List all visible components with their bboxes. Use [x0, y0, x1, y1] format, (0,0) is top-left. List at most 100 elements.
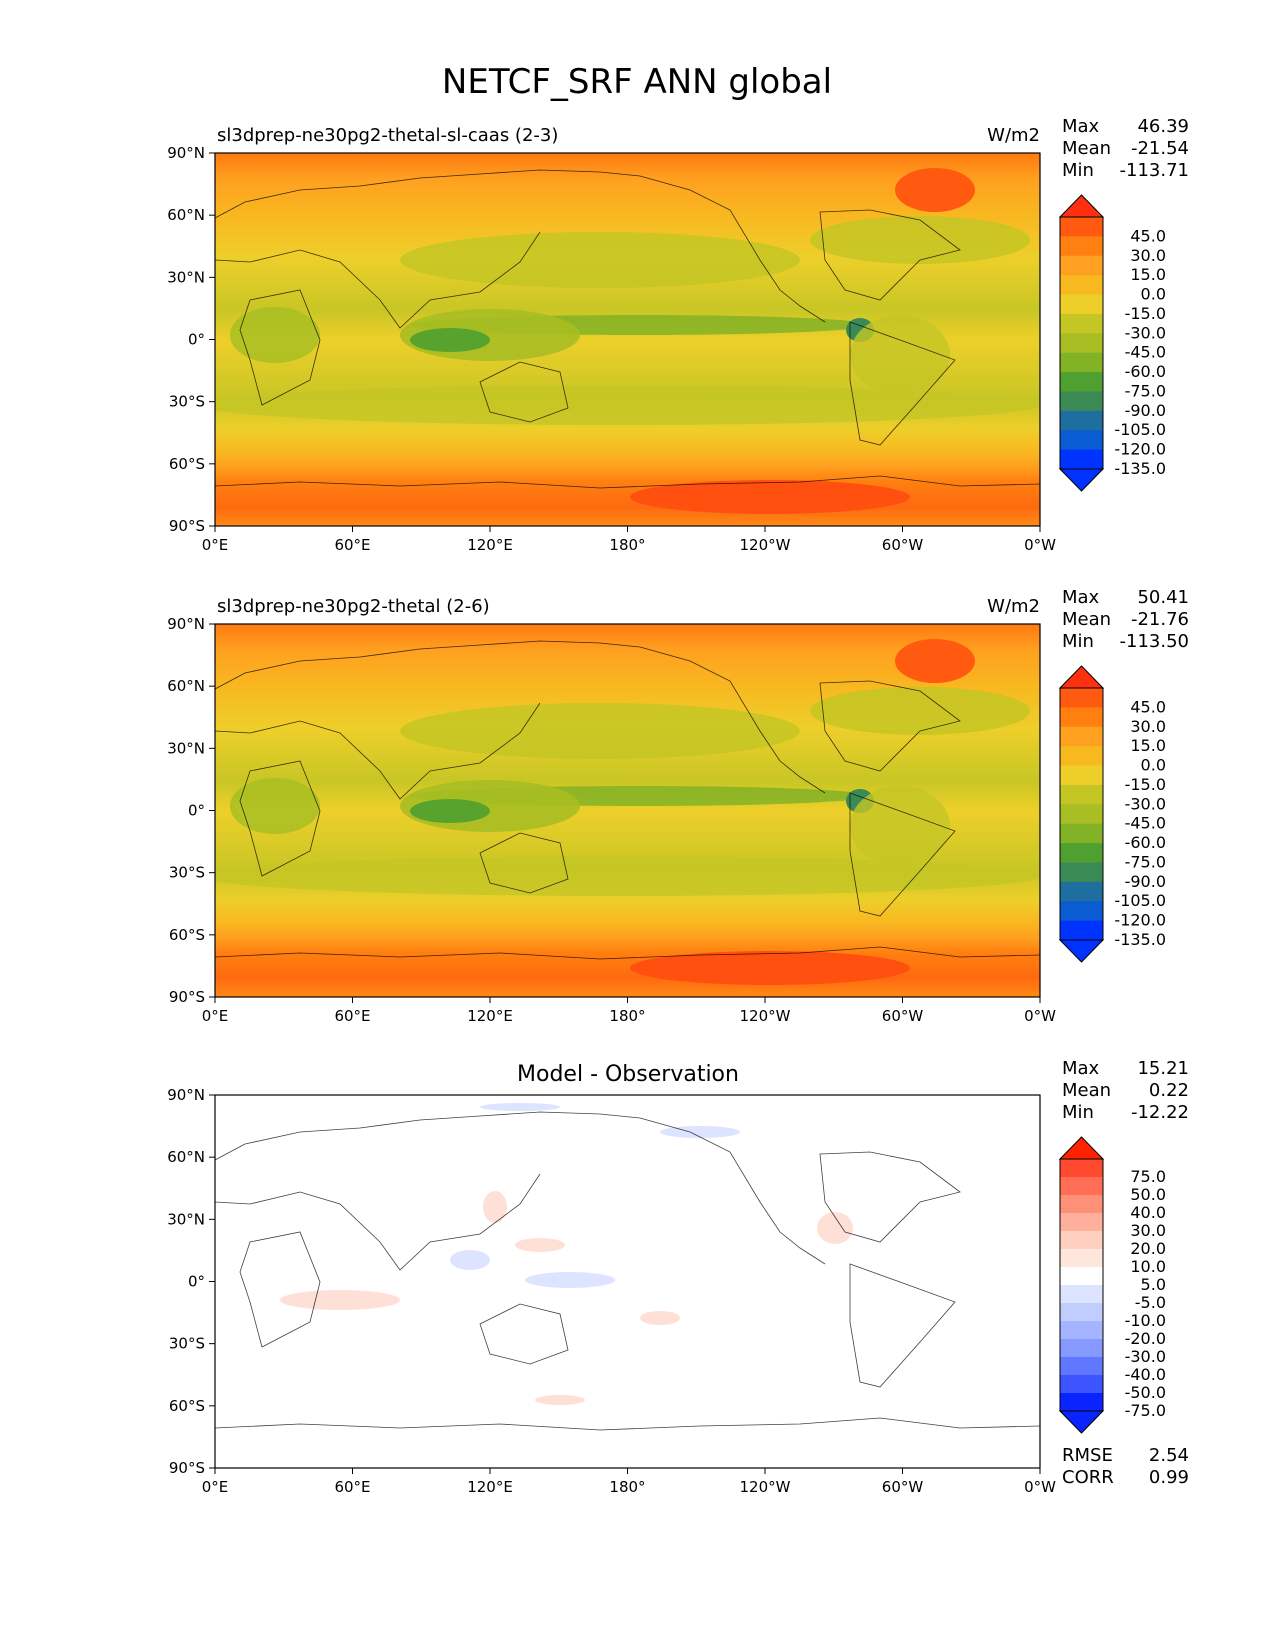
colorbar-label: -75.0 — [1125, 1401, 1166, 1420]
colorbar-label: -135.0 — [1114, 930, 1166, 949]
stat-label: Mean — [1062, 138, 1111, 159]
colorbar-label: -45.0 — [1125, 343, 1166, 362]
panel-3-blob-5 — [535, 1395, 585, 1405]
colorbar-label: -90.0 — [1125, 872, 1166, 891]
colorbar-segment — [1060, 1375, 1103, 1394]
panel-2-africa — [230, 778, 320, 834]
stat-label: CORR — [1062, 1467, 1114, 1488]
panel-1-x-ticks: 0°E 60°E 120°E 180° 120°W 60°W 0°W — [202, 526, 1056, 554]
panel-3-map — [215, 1095, 1040, 1468]
colorbar-label: 10.0 — [1130, 1257, 1166, 1276]
x-tick-label: 120°E — [467, 1478, 513, 1496]
stat-value: -21.54 — [1131, 138, 1189, 159]
stat-value: -113.50 — [1120, 631, 1189, 652]
stat-value: 46.39 — [1137, 116, 1189, 137]
panel-2-colorbar: 45.030.015.00.0-15.0-30.0-45.0-60.0-75.0… — [1058, 665, 1166, 963]
x-tick-label: 60°W — [882, 1007, 924, 1025]
y-tick-label: 90°N — [167, 1086, 205, 1104]
panel-1-npac-band — [400, 232, 800, 288]
colorbar-label: 45.0 — [1130, 226, 1166, 245]
panel-1-subtitle: sl3dprep-ne30pg2-thetal-sl-caas (2-3) — [217, 125, 558, 146]
panel-1: sl3dprep-ne30pg2-thetal-sl-caas (2-3) W/… — [167, 116, 1189, 554]
y-tick-label: 30°N — [167, 268, 205, 286]
colorbar-segment — [1060, 862, 1103, 883]
y-tick-label: 90°N — [167, 615, 205, 633]
panel-3-blob-10 — [483, 1191, 507, 1223]
colorbar-segment — [1060, 1303, 1103, 1322]
colorbar-segment — [1060, 391, 1103, 412]
colorbar-segment — [1060, 372, 1103, 392]
colorbar-segment — [1060, 333, 1103, 354]
colorbar-label: -60.0 — [1125, 362, 1166, 381]
colorbar-label: 15.0 — [1130, 736, 1166, 755]
colorbar-label: 30.0 — [1130, 246, 1166, 265]
x-tick-label: 0°E — [202, 1478, 229, 1496]
colorbar-segment — [1060, 294, 1103, 315]
colorbar-label: 5.0 — [1141, 1275, 1166, 1294]
colorbar-segment — [1060, 1195, 1103, 1214]
colorbar-label: 50.0 — [1130, 1185, 1166, 1204]
colorbar-extend-min — [1058, 939, 1105, 963]
x-tick-label: 180° — [609, 536, 645, 554]
colorbar-segment — [1060, 255, 1103, 276]
colorbar-segment — [1060, 746, 1103, 767]
colorbar-label: 30.0 — [1130, 717, 1166, 736]
stat-label: Mean — [1062, 1080, 1111, 1101]
colorbar-label: -105.0 — [1114, 420, 1166, 439]
panel-1-natl-band — [810, 216, 1030, 264]
colorbar-segment — [1060, 726, 1103, 747]
y-tick-label: 90°S — [169, 1459, 205, 1477]
colorbar-segment — [1060, 1177, 1103, 1196]
x-tick-label: 60°E — [334, 536, 370, 554]
colorbar-segment — [1060, 765, 1103, 786]
panel-1-map — [215, 153, 1040, 526]
panel-2-sh-band — [215, 856, 1040, 896]
panel-1-africa — [230, 307, 320, 363]
panel-2-stats: Max 50.41 Mean -21.76 Min -113.50 — [1062, 587, 1189, 652]
colorbar-label: 15.0 — [1130, 265, 1166, 284]
panel-2-samerica — [850, 786, 950, 866]
colorbar-label: -45.0 — [1125, 814, 1166, 833]
stat-label: Max — [1062, 116, 1100, 137]
x-tick-label: 120°W — [740, 536, 791, 554]
panel-2: sl3dprep-ne30pg2-thetal (2-6) W/m2 0°E 60… — [167, 587, 1189, 1025]
colorbar-segment — [1060, 1267, 1103, 1286]
colorbar-frame — [1059, 216, 1104, 470]
stat-value: 0.99 — [1149, 1467, 1189, 1488]
panel-1-greenland — [895, 168, 975, 212]
x-tick-label: 120°W — [740, 1007, 791, 1025]
colorbar-segment — [1060, 217, 1103, 237]
colorbar-label: 45.0 — [1130, 697, 1166, 716]
panel-3-stats: Max 15.21 Mean 0.22 Min -12.22 — [1062, 1058, 1189, 1123]
panel-3-blob-9 — [817, 1212, 853, 1244]
colorbar-segment — [1060, 430, 1103, 451]
panel-3-blob-2 — [450, 1250, 490, 1270]
colorbar-frame — [1059, 1158, 1104, 1412]
colorbar-segment — [1060, 688, 1103, 708]
panel-2-units: W/m2 — [987, 596, 1040, 617]
colorbar-label: -60.0 — [1125, 833, 1166, 852]
panel-1-colorbar: 45.030.015.00.0-15.0-30.0-45.0-60.0-75.0… — [1058, 194, 1166, 492]
panel-3-blob-6 — [480, 1103, 560, 1111]
colorbar-segment — [1060, 1285, 1103, 1304]
panel-1-stats: Max 46.39 Mean -21.54 Min -113.71 — [1062, 116, 1189, 181]
colorbar-extend-max — [1058, 1136, 1105, 1160]
colorbar-frame — [1059, 687, 1104, 941]
panel-2-y-ticks: 90°N 60°N 30°N 0° 30°S 60°S 90°S — [167, 615, 215, 1006]
panel-1-samerica — [850, 315, 950, 395]
x-tick-label: 180° — [609, 1007, 645, 1025]
colorbar-label: 0.0 — [1141, 285, 1166, 304]
panel-2-antarctic — [630, 951, 910, 985]
x-tick-label: 0°E — [202, 536, 229, 554]
colorbar-label: -50.0 — [1125, 1383, 1166, 1402]
panel-3-blob-4 — [515, 1238, 565, 1252]
panel-3-x-ticks: 0°E 60°E 120°E 180° 120°W 60°W 0°W — [202, 1468, 1056, 1496]
colorbar-segment — [1060, 1213, 1103, 1232]
y-tick-label: 30°N — [167, 1210, 205, 1228]
stat-label: Max — [1062, 1058, 1100, 1079]
x-tick-label: 60°E — [334, 1007, 370, 1025]
y-tick-label: 30°S — [169, 864, 205, 882]
panel-1-units: W/m2 — [987, 125, 1040, 146]
y-tick-label: 0° — [188, 1273, 205, 1291]
